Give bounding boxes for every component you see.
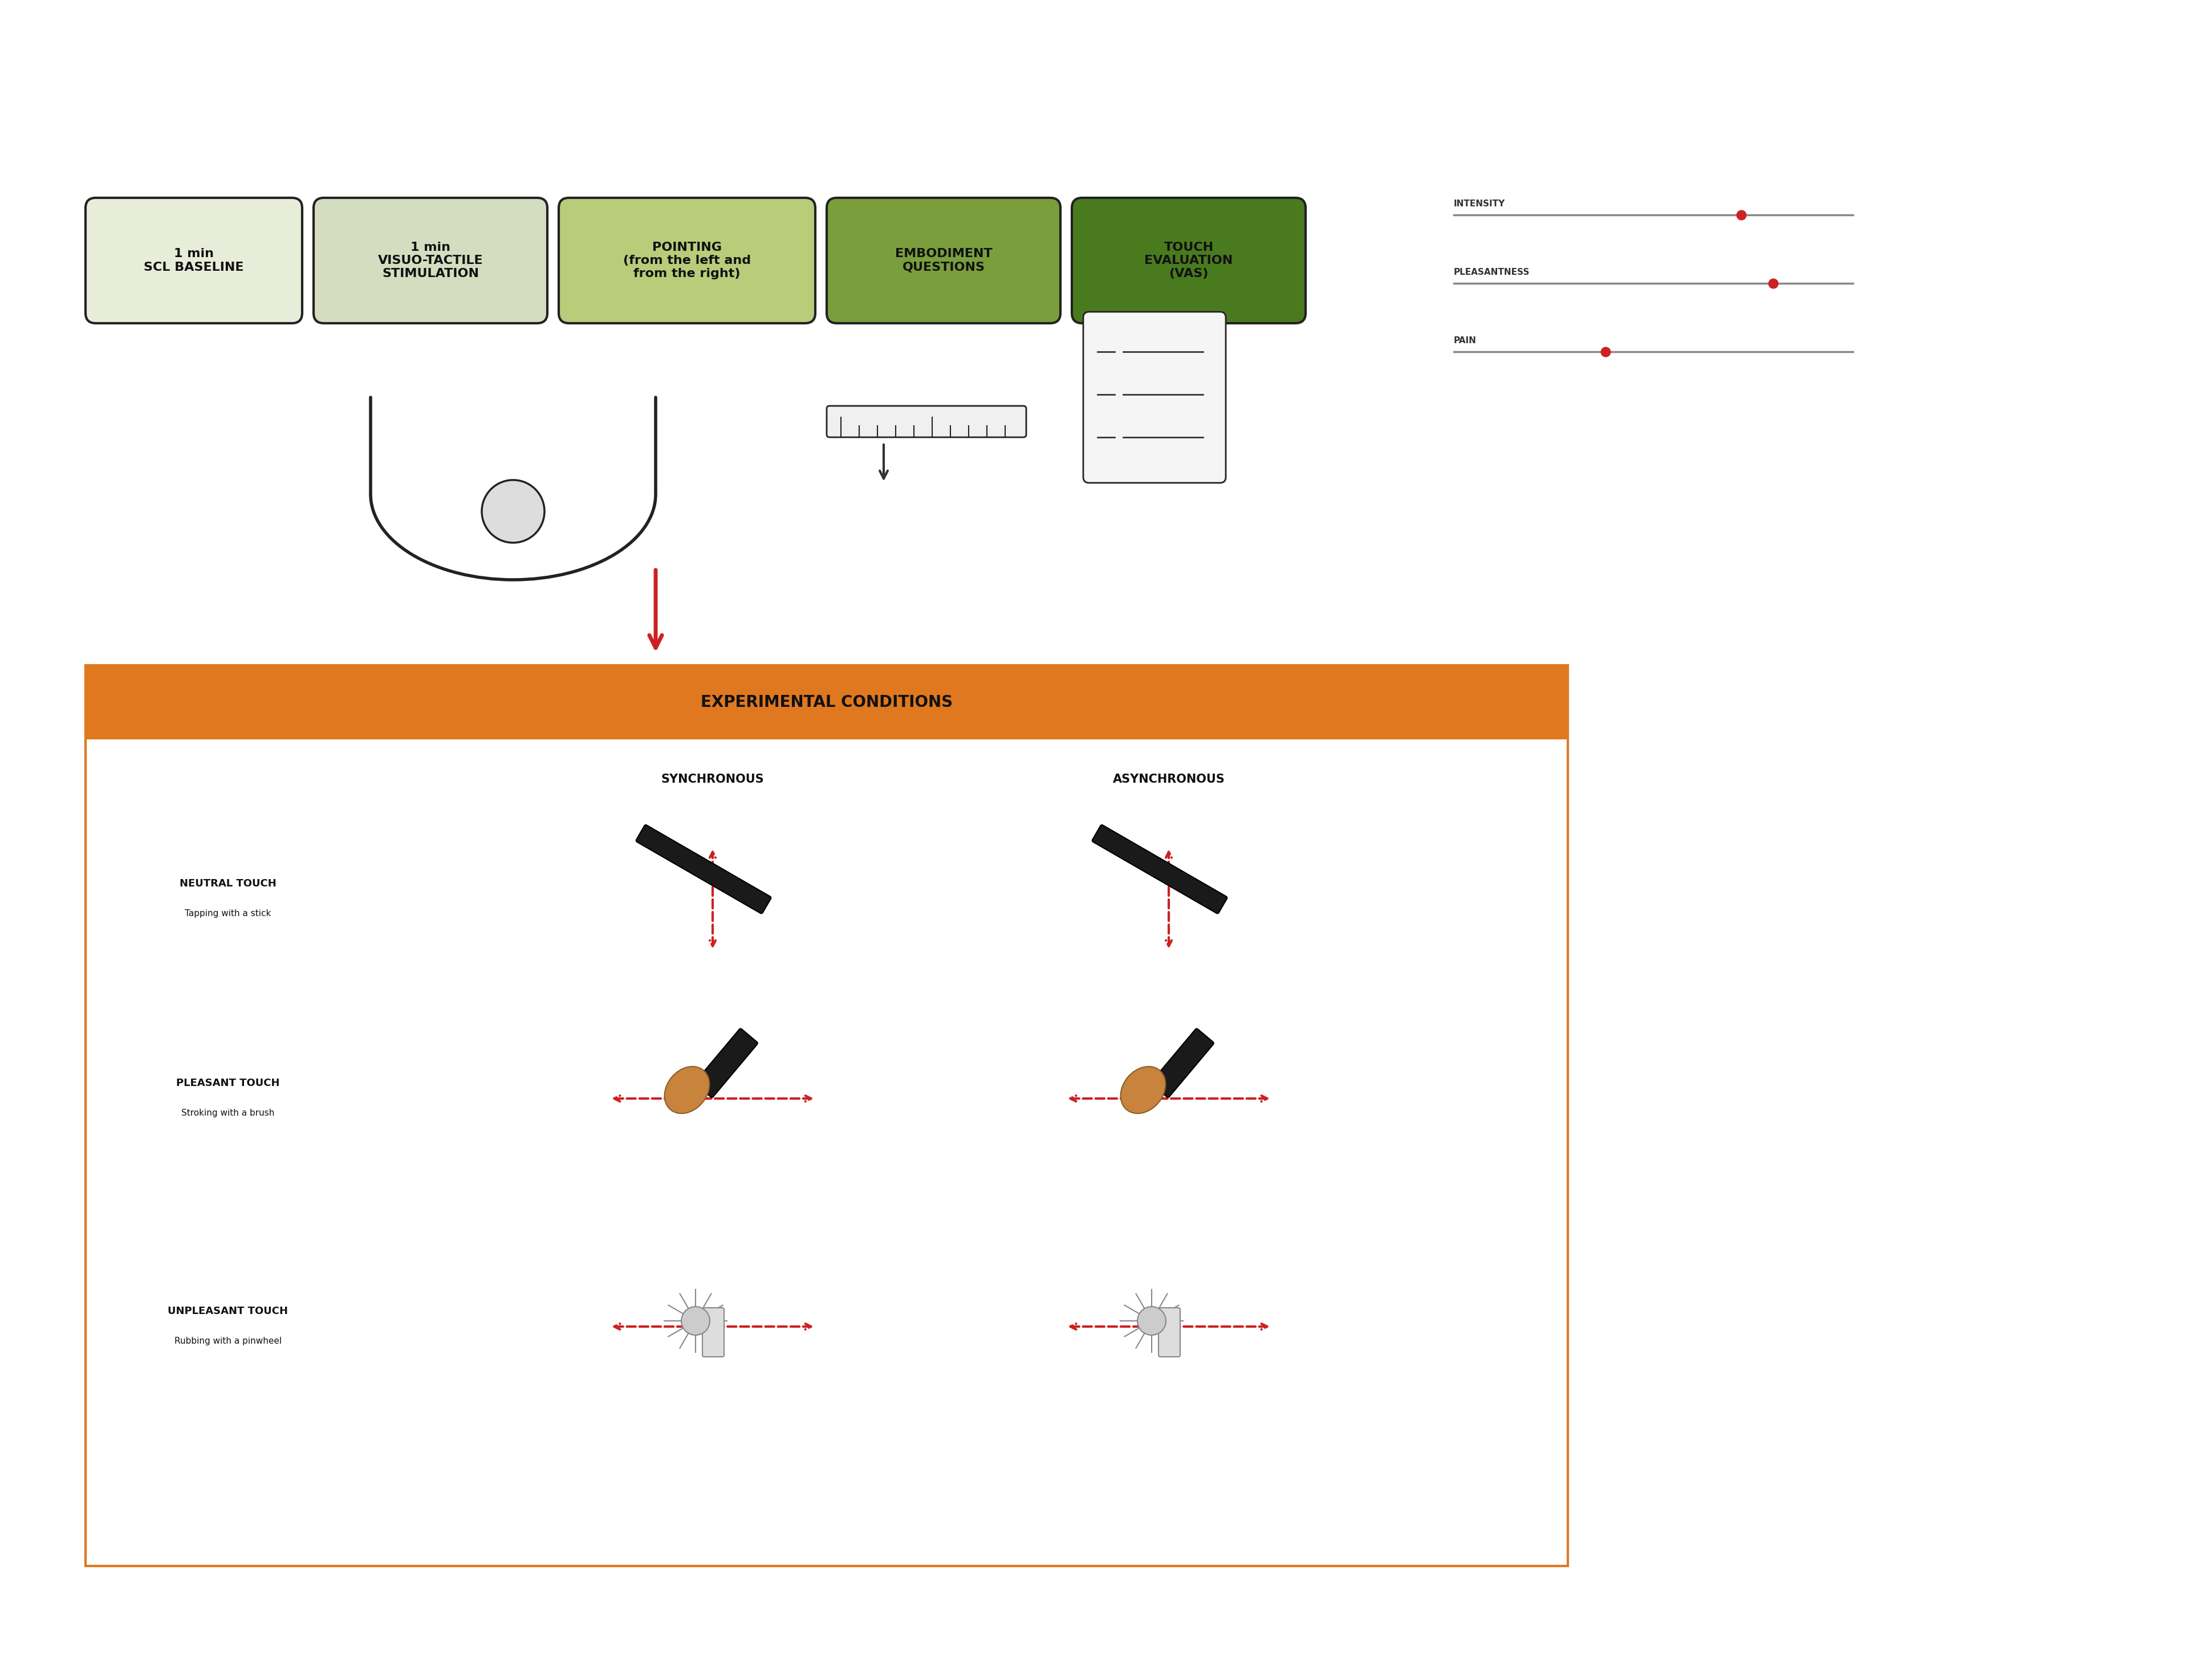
Text: Rubbing with a pinwheel: Rubbing with a pinwheel bbox=[173, 1337, 281, 1346]
Bar bbox=[86, 665, 1567, 1566]
FancyBboxPatch shape bbox=[1093, 825, 1227, 914]
Text: TOUCH
EVALUATION
(VAS): TOUCH EVALUATION (VAS) bbox=[1144, 242, 1234, 279]
Text: Stroking with a brush: Stroking with a brush bbox=[182, 1109, 274, 1117]
FancyBboxPatch shape bbox=[560, 198, 814, 323]
Text: UNPLEASANT TOUCH: UNPLEASANT TOUCH bbox=[167, 1305, 288, 1317]
Text: EXPERIMENTAL CONDITIONS: EXPERIMENTAL CONDITIONS bbox=[700, 694, 953, 711]
FancyBboxPatch shape bbox=[86, 198, 303, 323]
Bar bbox=[86, 665, 1567, 739]
Ellipse shape bbox=[1122, 1067, 1166, 1114]
Circle shape bbox=[481, 480, 544, 543]
Text: POINTING
(from the left and
from the right): POINTING (from the left and from the rig… bbox=[623, 242, 751, 279]
Circle shape bbox=[1137, 1307, 1166, 1336]
FancyBboxPatch shape bbox=[1159, 1307, 1181, 1357]
FancyBboxPatch shape bbox=[314, 198, 547, 323]
FancyBboxPatch shape bbox=[1071, 198, 1306, 323]
Text: PLEASANTNESS: PLEASANTNESS bbox=[1453, 267, 1530, 277]
FancyBboxPatch shape bbox=[702, 1307, 724, 1357]
Text: 1 min
VISUO-TACTILE
STIMULATION: 1 min VISUO-TACTILE STIMULATION bbox=[378, 242, 483, 279]
Text: EMBODIMENT
QUESTIONS: EMBODIMENT QUESTIONS bbox=[896, 249, 992, 272]
FancyBboxPatch shape bbox=[1084, 312, 1225, 482]
Circle shape bbox=[680, 1307, 709, 1336]
Text: ASYNCHRONOUS: ASYNCHRONOUS bbox=[1113, 773, 1225, 785]
Text: Tapping with a stick: Tapping with a stick bbox=[184, 909, 272, 917]
FancyBboxPatch shape bbox=[637, 825, 770, 914]
Text: PLEASANT TOUCH: PLEASANT TOUCH bbox=[176, 1079, 279, 1089]
FancyBboxPatch shape bbox=[696, 1028, 757, 1097]
Text: PAIN: PAIN bbox=[1453, 336, 1477, 344]
Text: INTENSITY: INTENSITY bbox=[1453, 200, 1506, 208]
FancyBboxPatch shape bbox=[828, 407, 1027, 437]
FancyBboxPatch shape bbox=[828, 198, 1060, 323]
Text: NEUTRAL TOUCH: NEUTRAL TOUCH bbox=[180, 879, 277, 889]
Text: SYNCHRONOUS: SYNCHRONOUS bbox=[661, 773, 764, 785]
Ellipse shape bbox=[665, 1067, 709, 1114]
Text: 1 min
SCL BASELINE: 1 min SCL BASELINE bbox=[145, 249, 244, 272]
FancyBboxPatch shape bbox=[1150, 1028, 1214, 1097]
